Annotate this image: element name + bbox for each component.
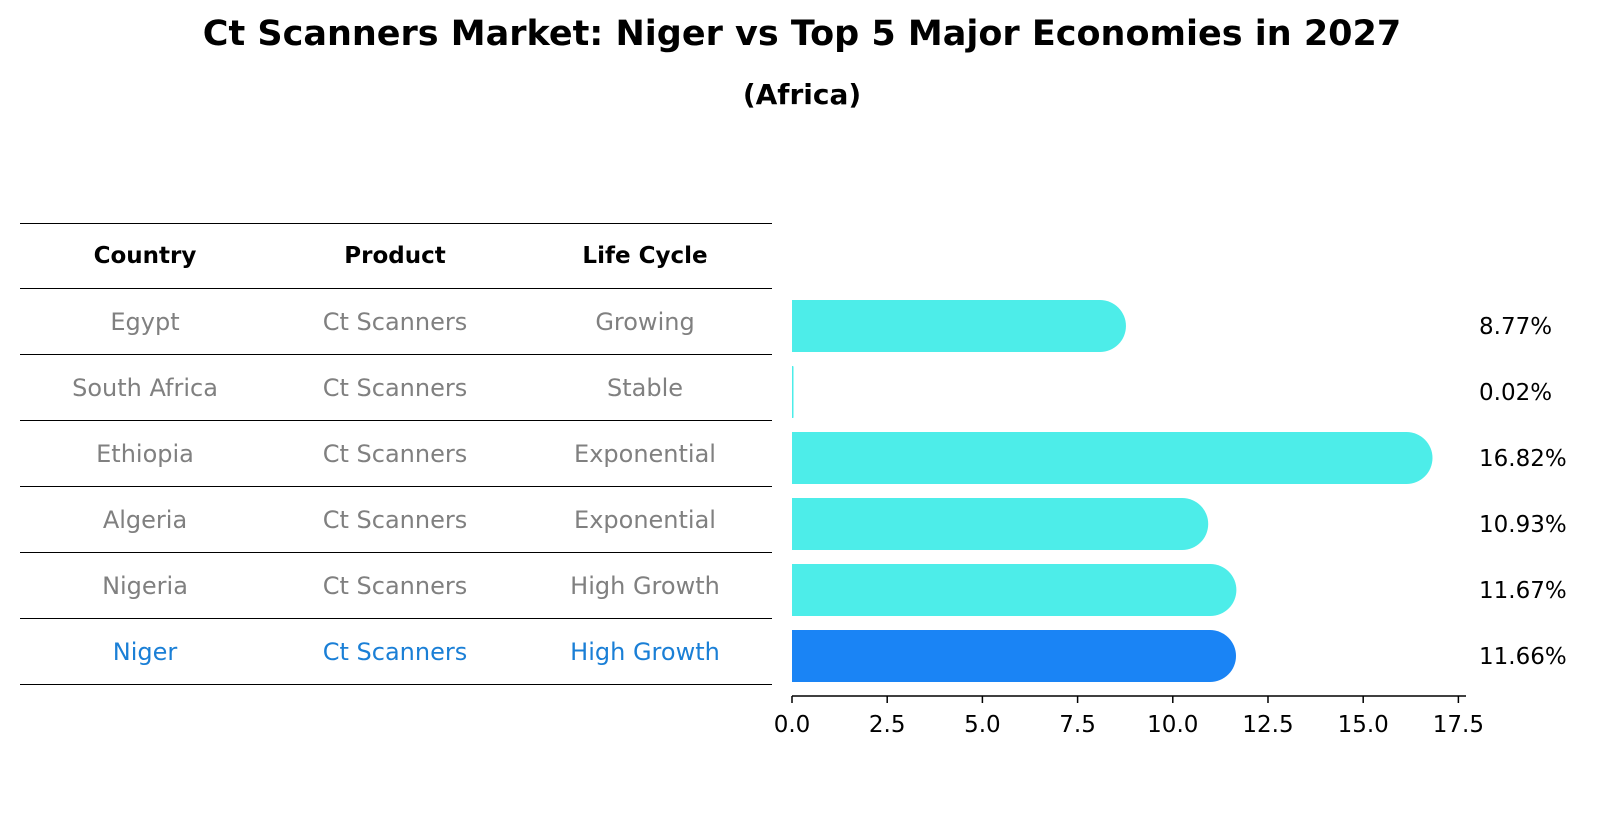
bar-left-edge [792,498,818,550]
country-cell: Ethiopia [96,439,194,468]
product-cell: Ct Scanners [322,439,468,468]
product-cell: Ct Scanners [322,637,468,666]
chart-subtitle: (Africa) [742,78,862,111]
value-label: 8.77% [1479,314,1552,340]
x-tick-label: 7.5 [1059,712,1096,738]
life-cycle-cell: Exponential [574,439,716,468]
table-row: Egypt Ct Scanners Growing [20,289,772,355]
bar-ethiopia [792,432,1433,484]
life-cycle-cell: High Growth [570,637,720,666]
value-label: 10.93% [1479,512,1567,538]
table-row: Nigeria Ct Scanners High Growth [20,553,772,619]
country-cell: South Africa [72,373,218,402]
bar-left-edge [792,630,818,682]
value-label: 11.67% [1479,578,1567,604]
country-table: Country Product Life Cycle Egypt Ct Scan… [20,223,772,685]
bar-nigeria [792,564,1237,616]
bar-group [792,300,1433,682]
country-cell: Niger [112,637,178,666]
country-cell: Algeria [102,505,188,534]
header-country: Country [93,243,197,269]
table-row: Algeria Ct Scanners Exponential [20,487,772,553]
bar-left-edge [792,366,793,418]
table-row-highlight: Niger Ct Scanners High Growth [20,619,772,685]
x-tick-label: 17.5 [1433,712,1484,738]
x-axis: 0.0 2.5 5.0 7.5 10.0 12.5 15.0 17.5 [774,695,1484,738]
product-cell: Ct Scanners [322,373,468,402]
x-tick-label: 12.5 [1242,712,1293,738]
bar-niger [792,630,1237,682]
bar-egypt [792,300,1126,352]
product-cell: Ct Scanners [322,307,468,336]
table-row: South Africa Ct Scanners Stable [20,355,772,421]
life-cycle-cell: Growing [595,307,695,336]
header-product: Product [344,243,446,269]
life-cycle-cell: High Growth [570,571,720,600]
table-header-row: Country Product Life Cycle [20,223,772,289]
value-label: 0.02% [1479,380,1552,406]
country-cell: Nigeria [102,571,188,600]
life-cycle-cell: Exponential [574,505,716,534]
x-tick-label: 5.0 [964,712,1001,738]
header-life-cycle: Life Cycle [582,243,708,269]
value-label: 16.82% [1479,446,1567,472]
product-cell: Ct Scanners [322,571,468,600]
x-tick-label: 10.0 [1147,712,1198,738]
value-label: 11.66% [1479,644,1567,670]
x-tick-label: 0.0 [774,712,811,738]
product-cell: Ct Scanners [322,505,468,534]
country-cell: Egypt [110,307,180,336]
bar-algeria [792,498,1209,550]
chart-title: Ct Scanners Market: Niger vs Top 5 Major… [202,14,1402,54]
bar-left-edge [792,432,818,484]
bar-left-edge [792,564,818,616]
x-tick-label: 2.5 [869,712,906,738]
life-cycle-cell: Stable [606,373,684,402]
bar-left-edge [792,300,818,352]
value-label-group: 8.77% 0.02% 16.82% 10.93% 11.67% 11.66% [1479,314,1567,670]
x-tick-label: 15.0 [1338,712,1389,738]
table-row: Ethiopia Ct Scanners Exponential [20,421,772,487]
